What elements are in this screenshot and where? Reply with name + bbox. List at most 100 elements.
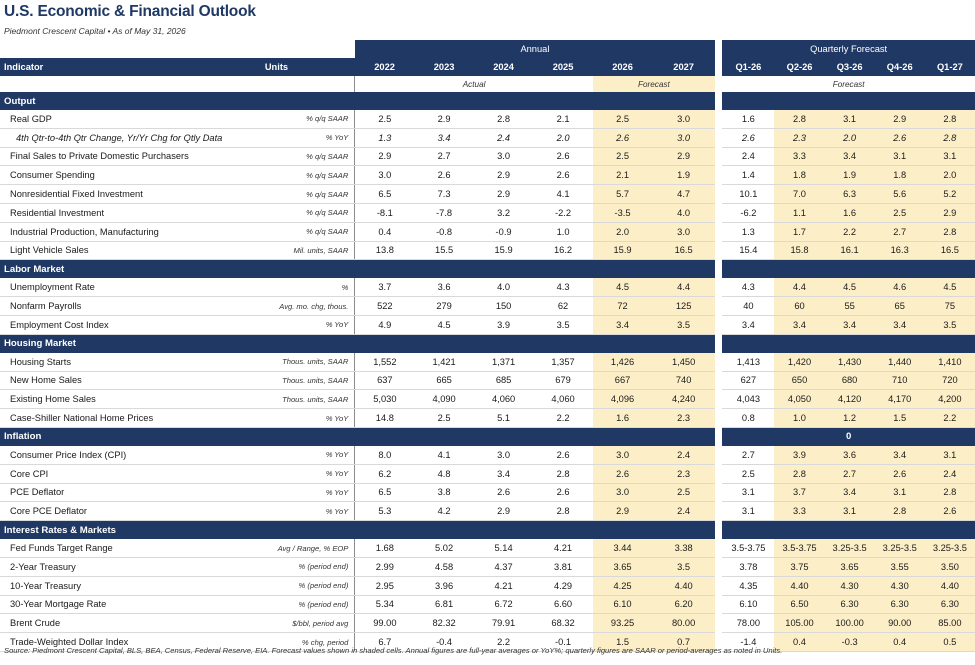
units-label: % YoY — [258, 128, 355, 148]
annual-value: 6.60 — [533, 595, 593, 615]
annual-value: 3.0 — [652, 222, 715, 242]
annual-value: 2.0 — [533, 128, 593, 148]
quarterly-value: 2.6 — [874, 128, 925, 148]
annual-value: 1.0 — [533, 222, 593, 242]
annual-value: 637 — [354, 371, 415, 391]
annual-value: -3.5 — [592, 203, 653, 223]
units-label: % q/q SAAR — [258, 203, 355, 223]
annual-value: 14.8 — [354, 408, 415, 428]
annual-value: 4.0 — [473, 278, 534, 298]
quarterly-value: -1.4 — [722, 632, 775, 652]
section-title: Housing Market — [0, 334, 715, 353]
section-header-row: Interest Rates & Markets — [0, 520, 975, 540]
quarterly-value: 85.00 — [924, 613, 975, 634]
table-row: 30-Year Mortgage Rate% (period end) 5.34 6… — [0, 595, 975, 615]
quarterly-value: 1.3 — [722, 222, 775, 242]
quarterly-value: 3.7 — [774, 483, 825, 503]
quarterly-value: 3.5 — [924, 315, 975, 335]
annual-value: 522 — [354, 296, 415, 316]
indicator-label: Industrial Production, Manufacturing — [0, 222, 259, 242]
annual-value: 80.00 — [652, 613, 715, 634]
annual-value: 5.34 — [354, 595, 415, 615]
annual-value: 5.02 — [414, 539, 474, 558]
annual-value: 3.5 — [652, 557, 715, 577]
annual-value: 2.7 — [414, 147, 474, 167]
table-row: Consumer Spending% q/q SAAR 3.0 2.6 2.9 2.6 2… — [0, 165, 975, 186]
quarterly-value: 1.2 — [824, 408, 875, 428]
quarterly-value: 4,043 — [722, 389, 775, 410]
indicator-label: Case-Shiller National Home Prices — [0, 408, 259, 428]
quarterly-value: 4.40 — [774, 576, 825, 596]
table-row: Nonfarm Payrolls Avg. mo. chg, thous. 522 2… — [0, 296, 975, 316]
indicator-label: New Home Sales — [0, 371, 259, 391]
annual-value: 5,030 — [354, 389, 415, 410]
units-label: Avg / Range, % EOP — [258, 539, 355, 558]
column-gap — [714, 427, 723, 446]
annual-value: 3.4 — [473, 464, 534, 484]
section-header-row: Inflation 0 — [0, 427, 975, 446]
units-label: % q/q SAAR — [258, 222, 355, 242]
indicator-label: Trade-Weighted Dollar Index — [0, 632, 259, 652]
table-row: Real GDP% q/q SAAR 2.5 2.9 2.8 2.1 2.5 3.0 1.6 2… — [0, 110, 975, 129]
indicator-label: Core CPI — [0, 464, 259, 484]
table-row: Case-Shiller National Home Prices% YoY 14… — [0, 408, 975, 428]
annual-value: 2.5 — [354, 110, 415, 129]
units-label: $/bbl, period avg — [258, 613, 355, 634]
annual-value: 1,421 — [414, 352, 474, 372]
annual-value: 2.6 — [533, 165, 593, 186]
units-label: % — [258, 278, 355, 298]
annual-value: -2.2 — [533, 203, 593, 223]
quarterly-value: 2.7 — [874, 222, 925, 242]
quarterly-value: 4.5 — [924, 278, 975, 298]
annual-value: 4.5 — [592, 278, 653, 298]
annual-value: 2.9 — [652, 147, 715, 167]
annual-value: 150 — [473, 296, 534, 316]
table-row: Existing Home Sales Thous. units, SAAR 5,0… — [0, 389, 975, 410]
quarterly-value: 75 — [924, 296, 975, 316]
quarterly-value: 3.1 — [824, 110, 875, 129]
annual-value: 2.6 — [533, 147, 593, 167]
section-title: Interest Rates & Markets — [0, 520, 715, 540]
annual-value: 6.20 — [652, 595, 715, 615]
quarterly-value: 2.8 — [924, 222, 975, 242]
table-row: New Home Sales Thous. units, SAAR 637 665 68… — [0, 371, 975, 391]
quarterly-value: 4.30 — [824, 576, 875, 596]
quarterly-value: 2.6 — [874, 464, 925, 484]
column-gap — [714, 110, 723, 129]
units-label: % (period end) — [258, 595, 355, 615]
quarterly-value: 3.25-3.5 — [924, 539, 975, 558]
quarterly-value: 6.30 — [874, 595, 925, 615]
annual-value: 93.25 — [592, 613, 653, 634]
annual-value: 5.14 — [473, 539, 534, 558]
column-gap — [714, 222, 723, 242]
column-gap — [714, 128, 723, 148]
annual-value: 2.6 — [473, 483, 534, 503]
year-column-header: 2025 — [533, 58, 593, 76]
quarterly-value: 1.8 — [774, 165, 825, 186]
column-gap — [714, 483, 723, 502]
quarterly-value: 1,430 — [824, 352, 875, 372]
annual-value: 1.68 — [354, 539, 415, 558]
annual-value: 4,240 — [652, 389, 715, 410]
annual-value: 6.5 — [354, 184, 415, 204]
quarterly-value: 0.8 — [722, 408, 775, 428]
annual-value: 79.91 — [473, 613, 534, 634]
annual-value: 679 — [533, 371, 593, 391]
annual-value: -8.1 — [354, 203, 415, 223]
quarterly-value: 10.1 — [722, 184, 775, 204]
table-row: Core PCE Deflator% YoY 5.3 4.2 2.9 2.8 2.9 2.4… — [0, 501, 975, 522]
indicator-label: 4th Qtr-to-4th Qtr Change, Yr/Yr Chg for… — [0, 128, 259, 148]
quarterly-value: 105.00 — [774, 613, 825, 634]
quarterly-value: 3.6 — [824, 445, 875, 465]
annual-value: 8.0 — [354, 445, 415, 465]
quarterly-value: 3.75 — [774, 557, 825, 577]
quarterly-value: 2.8 — [874, 501, 925, 522]
quarterly-value: 40 — [722, 296, 775, 316]
source-note: Source: Piedmont Crescent Capital, BLS, … — [4, 646, 783, 655]
annual-value: 685 — [473, 371, 534, 391]
annual-value: 72 — [592, 296, 653, 316]
quarterly-value: 90.00 — [874, 613, 925, 634]
table-row: Consumer Price Index (CPI)% YoY 8.0 4.1 3.0… — [0, 445, 975, 465]
column-gap — [714, 613, 723, 633]
annual-value: 2.1 — [533, 110, 593, 129]
